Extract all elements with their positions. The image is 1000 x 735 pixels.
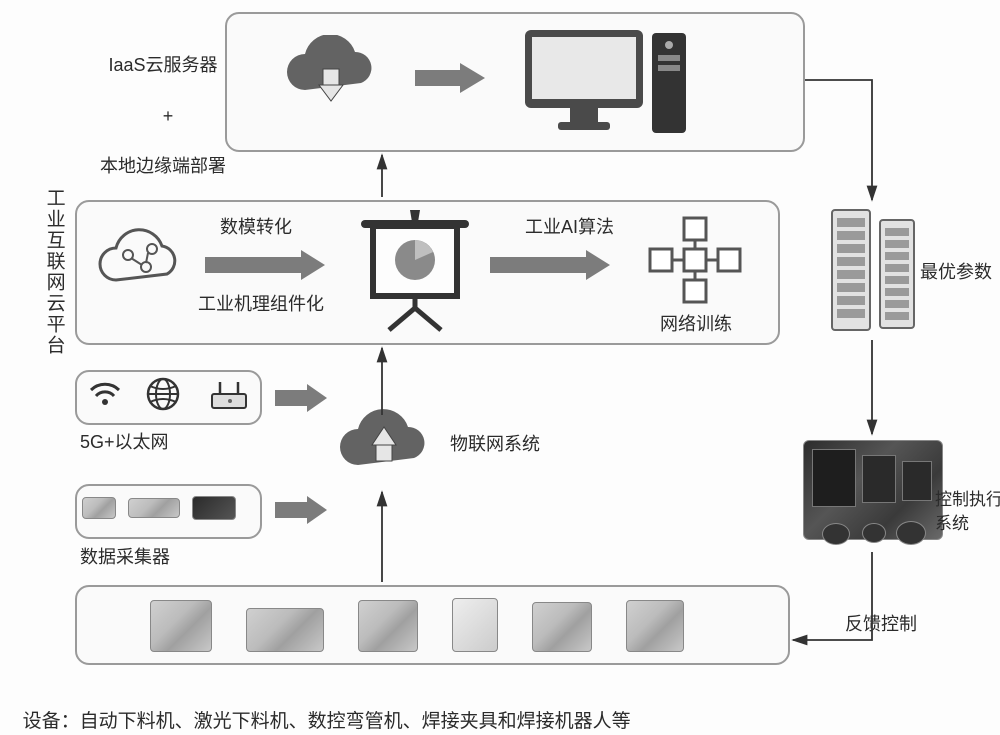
- footer-prefix: 设备：: [23, 711, 80, 732]
- daq-dev-1: [82, 497, 116, 519]
- daq-devices-icon: [82, 496, 236, 520]
- cloud-download-icon: [275, 35, 385, 115]
- machine-3: [358, 600, 418, 652]
- iaas-line2: 本地边缘端部署: [100, 156, 226, 176]
- footer-body: 自动下料机、激光下料机、数控弯管机、焊接夹具和焊接机器人等: [80, 711, 631, 732]
- convert-label: 数模转化: [220, 215, 292, 240]
- machine-5: [532, 602, 592, 652]
- network-train-icon: [640, 215, 750, 305]
- net5g-label: 5G+以太网: [80, 430, 169, 455]
- wifi-icon: [88, 378, 122, 408]
- component-label: 工业机理组件化: [198, 292, 324, 317]
- feedback-label: 反馈控制: [845, 612, 917, 637]
- iaas-title: IaaS云服务器 + 本地边缘端部署: [90, 28, 226, 179]
- machine-2: [246, 608, 324, 652]
- arrow-5g-to-iot-icon: [275, 382, 327, 414]
- arrow-daq-to-iot-icon: [275, 494, 327, 526]
- device-row: [150, 598, 684, 652]
- cloud-network-icon: [90, 225, 190, 300]
- cloud-upload-icon: [328, 405, 438, 490]
- machine-6: [626, 600, 684, 652]
- train-label: 网络训练: [660, 312, 732, 337]
- platform-side-label: 工业互联网云平台: [40, 188, 67, 356]
- arrow-cloud-to-pc-icon: [415, 60, 485, 96]
- desktop-pc-icon: [520, 25, 690, 140]
- control-exec-label: 控制执行系统: [935, 488, 1000, 536]
- router-icon: [208, 380, 250, 412]
- machine-4: [452, 598, 498, 652]
- globe-icon: [145, 376, 181, 412]
- arrow-cloud-to-board-icon: [205, 248, 325, 282]
- arrow-board-to-net-icon: [490, 248, 610, 282]
- footer-text: 设备：自动下料机、激光下料机、数控弯管机、焊接夹具和焊接机器人等: [12, 682, 631, 735]
- iaas-plus: +: [100, 104, 236, 129]
- daq-dev-2: [128, 498, 180, 518]
- server-racks-icon: [830, 206, 925, 336]
- presentation-board-icon: [355, 208, 475, 333]
- best-param-label: 最优参数: [920, 260, 992, 285]
- machine-1: [150, 600, 212, 652]
- control-exec-icon: [803, 440, 943, 540]
- iaas-line1: IaaS云服务器: [109, 55, 218, 75]
- daq-label: 数据采集器: [80, 545, 170, 570]
- daq-dev-3: [192, 496, 236, 520]
- iot-label: 物联网系统: [450, 432, 540, 457]
- ai-algo-label: 工业AI算法: [525, 215, 614, 240]
